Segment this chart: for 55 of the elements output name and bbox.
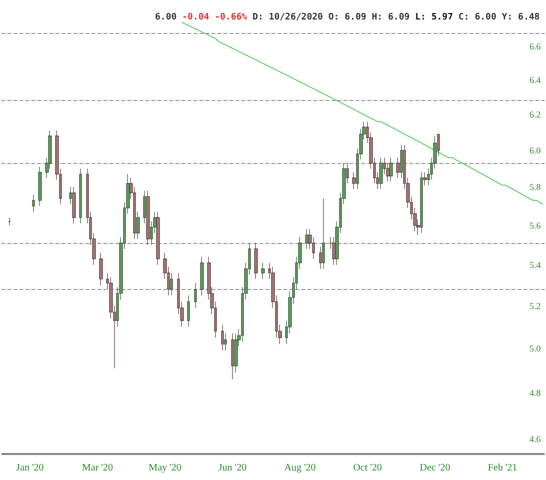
x-tick-label: Oct '20 [353,462,382,474]
line-series [181,22,544,205]
candlestick [437,134,440,156]
x-tick-label: Feb '21 [488,462,518,474]
candlestick [143,190,146,224]
candlestick [156,211,160,266]
candlestick [72,186,76,224]
candlestick [69,186,72,204]
candlestick [396,157,400,178]
y-tick-label: 4.8 [529,388,542,398]
candlestick [170,272,173,296]
candlestick [389,157,393,182]
y-tick-label: 5.8 [529,182,542,192]
candlestick [194,282,197,308]
y-tick-label: 6.4 [529,75,542,86]
candlestick [305,228,309,250]
candlestick [38,166,42,206]
x-tick-label: May '20 [148,462,182,474]
x-tick-label: Dec '20 [420,462,450,474]
x-tick-label: Jun '20 [218,462,247,474]
x-tick-label: Mar '20 [82,462,113,474]
candlestick [99,252,103,286]
candlestick [224,333,227,351]
candlestick [32,194,35,212]
x-tick-label: Jan '20 [16,462,44,474]
candlestick [352,172,356,190]
candlestick [146,190,150,246]
candlestick [136,211,140,240]
candlestick [261,262,265,280]
candlestick [423,172,427,186]
candlestick [319,246,322,270]
candlestick [322,198,325,270]
candlestick [400,144,403,178]
y-tick-label: 5.4 [529,260,542,270]
y-tick-label: 6.0 [529,145,542,156]
candlestick [221,324,224,351]
y-tick-label: 4.6 [529,434,542,444]
y-tick-label: 5.0 [529,343,542,354]
y-tick-label: 5.6 [529,220,542,230]
candlestick [254,242,258,280]
chart-title: 6.00 -0.04 -0.66% D: 10/26/2020 O: 6.09 H: 6.09 L: 5.97 C: 6.00 Y: 6.48 [155,12,540,22]
candlestick [234,333,238,373]
candlestick [79,168,82,224]
candlestick [231,333,234,380]
candlestick [332,236,336,266]
candlestick [187,295,190,328]
candlestick [420,172,423,234]
y-tick-label: 6.2 [529,110,541,120]
candlestick [8,217,11,226]
y-tick-label: 6.6 [529,42,542,52]
candlestick [200,256,204,296]
candlestick [379,157,383,190]
candlestick [346,162,349,184]
x-tick-label: Aug '20 [284,462,316,474]
y-tick-label: 5.2 [529,300,541,311]
